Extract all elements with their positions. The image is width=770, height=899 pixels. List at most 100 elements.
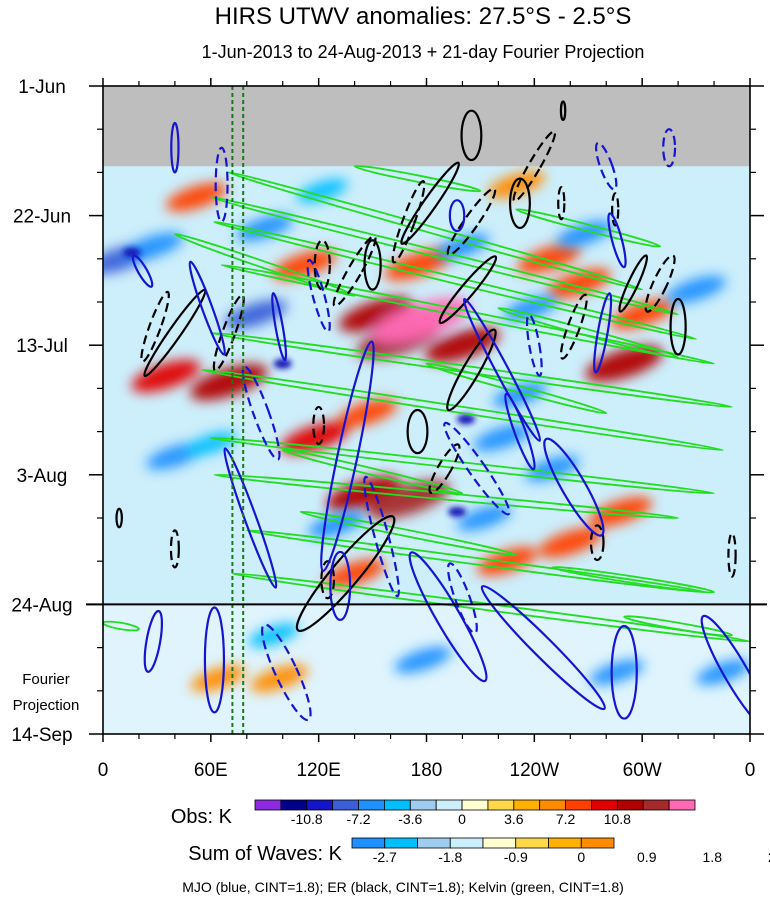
er-contour-dashed-4 (446, 187, 497, 256)
plot-area (103, 86, 750, 734)
er-contour-dashed-2 (512, 130, 557, 203)
mjo-contour-dashed-7 (525, 313, 543, 377)
warm-anomaly-15 (610, 299, 674, 330)
mjo-contour-5 (462, 297, 542, 442)
er-contour-dashed-11 (320, 560, 336, 600)
mjo-contour-14 (143, 609, 164, 673)
kelvin-contour-5 (200, 368, 724, 452)
cool-anomaly-9 (457, 505, 511, 531)
waves-colorbar-tick-6: 2.7 (768, 849, 770, 865)
obs-colorbar-swatch-8 (461, 799, 489, 811)
obs-colorbar-swatch-7 (435, 799, 463, 811)
obs-colorbar-tick-5: 7.2 (556, 811, 576, 827)
y-tick-label-2: 13-Jul (16, 336, 68, 357)
warm-anomaly-5 (326, 475, 401, 511)
strong-anomaly-layer (122, 247, 476, 517)
er-contour-dashed-3 (559, 293, 588, 360)
obs-colorbar-swatch-2 (306, 799, 334, 811)
y-tick-label-1: 22-Jun (13, 207, 71, 228)
mjo-contour-13 (203, 606, 226, 714)
warm-anomaly-8 (131, 359, 201, 393)
er-contour-2 (446, 328, 497, 412)
kelvin-contour-19 (623, 615, 733, 637)
mjo-contour-3 (320, 340, 375, 573)
cool-anomaly-16 (296, 178, 348, 203)
waves-colorbar-tick-2: -0.9 (504, 849, 528, 865)
er-contour-4 (669, 297, 687, 356)
forecast-label-line1: Fourier (22, 671, 70, 688)
obs-colorbar-swatch-5 (384, 799, 411, 811)
obs-colorbar: -10.8 -7.2 -3.6 0 3.6 7.2 10.8 (254, 799, 696, 827)
kelvin-contours (103, 164, 750, 643)
waves-colorbar: -2.7 -1.8 -0.9 0 0.9 1.8 2.7 (351, 837, 770, 865)
warm-anomaly-23 (166, 182, 227, 212)
obs-colorbar-swatch-12 (565, 799, 592, 811)
obs-colorbar-tick-6: 10.8 (604, 811, 631, 827)
warm-anomaly-1 (338, 296, 414, 332)
mjo-contour-1 (188, 260, 226, 356)
waves-colorbar-label: Sum of Waves: K (188, 843, 342, 865)
mjo-contour-9 (504, 392, 536, 471)
forecast-label-line2: Projection (13, 697, 80, 714)
cool-anomaly-8 (308, 510, 365, 538)
kelvin-contour-11 (515, 208, 662, 248)
obs-colorbar-swatch-1 (280, 799, 308, 811)
missing-data-band (103, 86, 750, 167)
obs-colorbar-swatch-15 (642, 799, 670, 811)
kelvin-contour-18 (103, 620, 140, 632)
x-tick-label-0: 0 (98, 760, 109, 781)
er-contour-12 (438, 255, 498, 325)
kelvin-contour-16 (497, 307, 680, 359)
waves-colorbar-tick-3: 0 (577, 849, 585, 865)
waves-colorbar-swatch-4 (482, 837, 517, 849)
mjo-contour-8 (593, 292, 613, 374)
kelvin-contour-1 (213, 220, 697, 341)
mjo-contour-7 (607, 212, 627, 269)
warm-anomaly-7 (280, 421, 350, 454)
strong-negative-core-2 (273, 358, 292, 369)
er-contour-dashed-12 (727, 532, 737, 578)
obs-colorbar-swatch-0 (254, 799, 282, 811)
obs-colorbar-swatch-14 (616, 799, 644, 811)
x-tick-label-6: 0 (745, 760, 756, 781)
obs-colorbar-tick-2: -3.6 (398, 811, 422, 827)
er-contour-dashed-14 (312, 405, 326, 446)
er-contour-dashed-13 (428, 443, 461, 494)
warm-anomaly-10 (272, 250, 336, 280)
warm-anomaly-13 (547, 268, 611, 299)
mjo-contour-12 (700, 614, 750, 730)
strong-negative-core-3 (457, 414, 476, 425)
x-tick-label-1: 60E (194, 760, 228, 781)
er-contour-dashed-0 (140, 290, 170, 363)
y-tick-label-0: 1-Jun (18, 77, 66, 98)
kelvin-contour-17 (299, 510, 518, 557)
er-contour-7 (460, 109, 483, 162)
obs-colorbar-swatch-11 (539, 799, 566, 811)
warm-anomaly-22 (487, 171, 546, 199)
obs-colorbar-swatch-3 (332, 799, 359, 811)
kelvin-contour-14 (281, 448, 464, 495)
er-contour-dashed-16 (557, 186, 566, 221)
er-contour-3 (400, 161, 460, 245)
waves-colorbar-swatch-1 (384, 837, 418, 849)
er-contour-dashed-5 (332, 235, 377, 308)
cool-anomaly-13 (394, 646, 452, 674)
er-contour-11 (559, 100, 567, 122)
waves-colorbar-swatch-6 (548, 837, 582, 849)
cool-anomaly-14 (590, 659, 644, 685)
er-contour-1 (295, 515, 396, 633)
er-contour-dashed-1 (313, 239, 331, 291)
obs-colorbar-tick-1: -7.2 (346, 811, 370, 827)
waves-colorbar-tick-5: 1.8 (703, 849, 723, 865)
mjo-contours (131, 121, 750, 730)
y-tick-label-5: 14-Sep (11, 725, 72, 746)
waves-colorbar-tick-1: -1.8 (438, 849, 462, 865)
mjo-contour-15 (329, 550, 352, 621)
mjo-contour-dashed-5 (446, 562, 478, 635)
cool-anomaly-10 (666, 275, 726, 304)
x-tick-label-2: 120E (296, 760, 340, 781)
mjo-contour-2 (271, 292, 288, 362)
strong-negative-core-0 (122, 247, 141, 258)
kelvin-contour-10 (353, 164, 482, 193)
